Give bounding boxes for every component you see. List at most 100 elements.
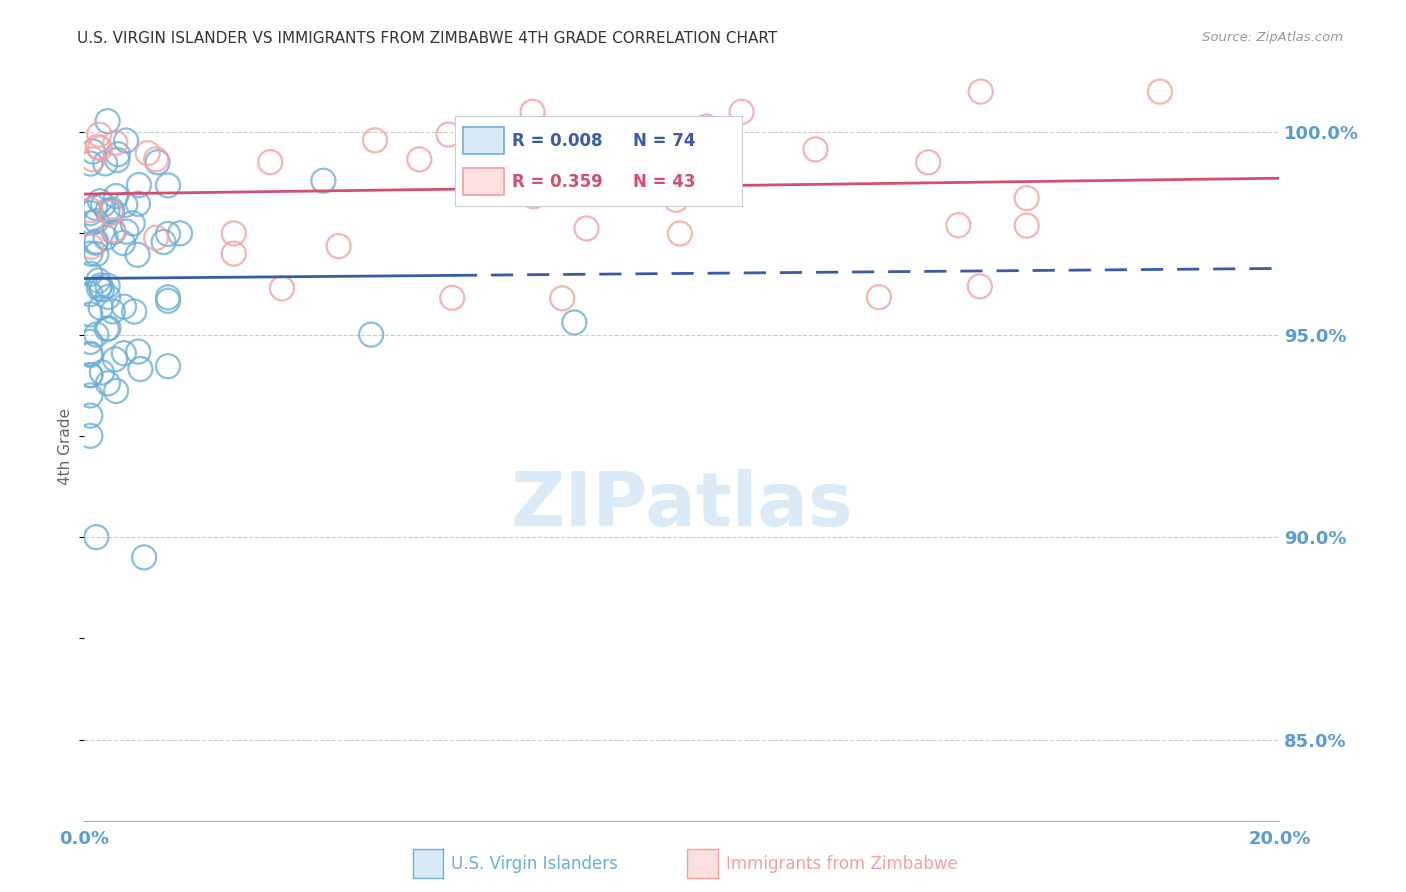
Point — [97, 114, 120, 128]
Point — [86, 530, 108, 544]
Point — [79, 307, 101, 321]
Point — [575, 221, 598, 235]
Point — [79, 348, 101, 362]
Point — [1149, 85, 1171, 99]
Point — [157, 290, 180, 304]
Point — [96, 322, 118, 336]
Point — [569, 141, 592, 155]
Point — [127, 196, 149, 211]
Point — [79, 156, 101, 170]
Point — [79, 429, 101, 443]
Point — [312, 174, 335, 188]
Point — [145, 231, 167, 245]
Point — [1015, 191, 1038, 205]
Point — [87, 281, 110, 295]
Point — [79, 388, 101, 402]
Point — [79, 347, 101, 361]
Point — [79, 287, 101, 301]
Y-axis label: 4th Grade: 4th Grade — [58, 408, 73, 484]
Point — [157, 178, 180, 193]
Point — [87, 273, 110, 287]
Point — [671, 145, 693, 160]
Point — [79, 368, 101, 383]
Point — [79, 203, 101, 218]
Point — [627, 166, 650, 180]
Point — [665, 193, 688, 207]
Point — [551, 291, 574, 305]
Point — [101, 202, 124, 217]
Point — [89, 128, 111, 142]
Point — [222, 227, 245, 241]
Point — [671, 166, 693, 180]
Point — [89, 278, 111, 293]
Point — [82, 153, 104, 167]
Point — [127, 248, 149, 262]
Point — [804, 142, 827, 156]
Point — [97, 321, 120, 335]
Point — [107, 147, 129, 161]
Point — [97, 376, 120, 391]
Point — [79, 267, 101, 281]
Point — [1015, 219, 1038, 233]
Point — [97, 278, 120, 293]
Point — [145, 153, 167, 167]
Point — [157, 359, 180, 374]
Point — [101, 204, 124, 219]
Point — [97, 290, 120, 304]
Point — [157, 293, 180, 308]
Point — [157, 227, 180, 241]
Point — [136, 146, 159, 161]
Point — [86, 214, 108, 228]
Point — [105, 189, 128, 203]
Point — [731, 104, 754, 119]
Point — [868, 290, 890, 304]
Point — [79, 246, 101, 260]
Point — [91, 198, 114, 212]
Point — [89, 141, 111, 155]
Point — [79, 409, 101, 423]
Point — [522, 104, 544, 119]
Point — [79, 368, 101, 383]
Point — [948, 218, 970, 232]
Point — [86, 327, 108, 342]
Point — [222, 246, 245, 260]
Point — [91, 366, 114, 380]
Point — [79, 334, 101, 349]
Point — [328, 239, 350, 253]
Point — [112, 300, 135, 314]
Text: Source: ZipAtlas.com: Source: ZipAtlas.com — [1202, 31, 1343, 45]
Point — [104, 136, 127, 150]
Point — [96, 204, 118, 219]
Point — [114, 198, 136, 212]
Point — [101, 304, 124, 318]
Point — [669, 227, 692, 241]
Point — [82, 216, 104, 230]
Point — [84, 235, 107, 250]
Point — [111, 235, 134, 250]
Point — [271, 281, 294, 295]
Point — [87, 140, 110, 154]
Point — [128, 178, 150, 192]
Text: ZIPatlas: ZIPatlas — [510, 469, 853, 542]
Point — [129, 362, 152, 376]
Point — [104, 352, 127, 367]
Point — [80, 240, 103, 254]
Point — [82, 145, 104, 159]
Point — [105, 384, 128, 398]
Point — [86, 235, 108, 249]
Point — [90, 282, 112, 296]
Point — [970, 85, 993, 99]
Point — [441, 291, 464, 305]
Point — [917, 155, 939, 169]
Point — [112, 346, 135, 360]
Point — [127, 344, 149, 359]
Point — [94, 156, 117, 170]
Point — [90, 301, 112, 315]
Point — [79, 206, 101, 220]
Point — [121, 216, 143, 230]
Point — [94, 230, 117, 244]
Point — [115, 225, 138, 239]
Point — [105, 153, 128, 167]
Point — [437, 128, 460, 142]
Point — [364, 133, 387, 147]
